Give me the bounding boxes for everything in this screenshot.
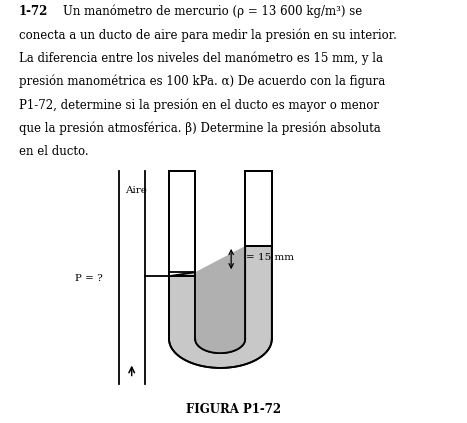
Text: presión manométrica es 100 kPa. α) De acuerdo con la figura: presión manométrica es 100 kPa. α) De ac… [19, 75, 385, 88]
Text: La diferencia entre los niveles del manómetro es 15 mm, y la: La diferencia entre los niveles del manó… [19, 52, 382, 65]
Text: P1-72, determine si la presión en el ducto es mayor o menor: P1-72, determine si la presión en el duc… [19, 98, 379, 112]
Text: FIGURA P1-72: FIGURA P1-72 [186, 404, 281, 416]
Text: Un manómetro de mercurio (ρ = 13 600 kg/m³) se: Un manómetro de mercurio (ρ = 13 600 kg/… [63, 5, 362, 18]
Text: que la presión atmosférica. β) Determine la presión absoluta: que la presión atmosférica. β) Determine… [19, 121, 381, 135]
Polygon shape [169, 246, 272, 368]
Text: Aire: Aire [125, 186, 147, 195]
Text: conecta a un ducto de aire para medir la presión en su interior.: conecta a un ducto de aire para medir la… [19, 28, 396, 41]
Polygon shape [195, 246, 245, 353]
Text: 1-72: 1-72 [19, 5, 48, 18]
Text: en el ducto.: en el ducto. [19, 145, 88, 158]
Text: h = 15 mm: h = 15 mm [236, 253, 294, 262]
Text: P = ?: P = ? [75, 274, 102, 283]
